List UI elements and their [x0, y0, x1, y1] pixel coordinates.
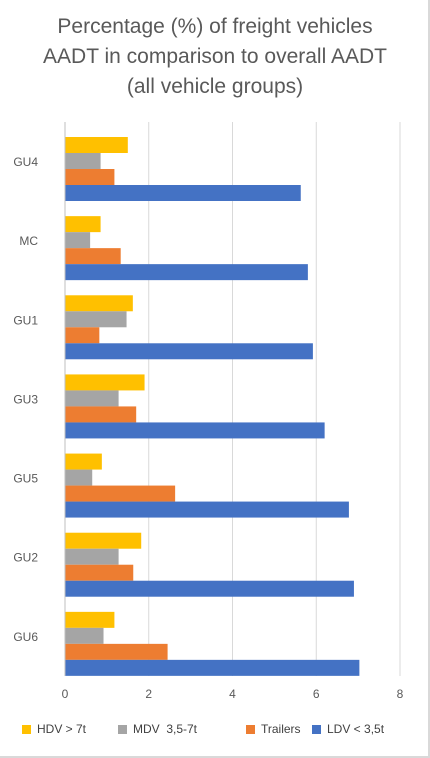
legend-item: MDV 3,5-7t — [118, 722, 197, 736]
bar-gu6-series-0 — [65, 611, 115, 628]
bar-gu2-series-3 — [65, 580, 354, 597]
legend-swatch — [118, 724, 127, 734]
bar-mc-series-1 — [65, 232, 91, 249]
category-label: GU4 — [13, 155, 38, 169]
x-tick-label: 6 — [313, 687, 320, 701]
x-tick-label: 0 — [62, 687, 69, 701]
bar-gu4-series-0 — [65, 137, 128, 153]
bar-gu1-series-3 — [65, 343, 313, 360]
legend-swatch — [312, 724, 321, 734]
bar-gu3-series-2 — [65, 406, 137, 423]
legend-label: MDV 3,5-7t — [133, 722, 198, 736]
bar-gu3-series-3 — [65, 422, 325, 439]
legend-item: Trailers — [246, 722, 301, 736]
legend-item: HDV > 7t — [22, 722, 86, 736]
category-label: GU6 — [13, 630, 38, 644]
bar-gu1-series-1 — [65, 311, 127, 328]
bar-gu5-series-2 — [65, 485, 176, 502]
bar-gu5-series-0 — [65, 453, 102, 470]
legend-swatch — [246, 724, 255, 734]
bar-gu5-series-1 — [65, 469, 93, 486]
category-label: MC — [19, 234, 38, 248]
bar-gu4-series-1 — [65, 153, 101, 169]
bar-gu1-series-0 — [65, 295, 133, 312]
bar-gu2-series-0 — [65, 532, 142, 549]
bar-gu5-series-3 — [65, 501, 349, 518]
x-tick-label: 2 — [145, 687, 152, 701]
category-label: GU3 — [13, 392, 38, 406]
bar-gu4-series-2 — [65, 169, 115, 185]
chart-title-line-1: Percentage (%) of freight vehicles — [57, 15, 373, 38]
chart-legend: HDV > 7t MDV 3,5-7t Trailers LDV < 3,5t — [22, 722, 422, 742]
bar-gu4-series-3 — [65, 185, 301, 201]
category-label: GU1 — [13, 313, 38, 327]
bar-gu6-series-1 — [65, 627, 104, 644]
category-label: GU5 — [13, 472, 38, 486]
chart-title-line-2: AADT in comparison to overall AADT — [43, 45, 387, 68]
category-label: GU2 — [13, 551, 38, 565]
legend-label: HDV > 7t — [37, 722, 87, 736]
bar-mc-series-3 — [65, 264, 308, 281]
bar-gu2-series-1 — [65, 548, 119, 565]
legend-swatch — [22, 724, 31, 734]
bar-gu6-series-3 — [65, 659, 360, 676]
bar-gu6-series-2 — [65, 643, 168, 660]
bar-gu3-series-1 — [65, 390, 119, 407]
chart-title-line-3: (all vehicle groups) — [126, 75, 304, 98]
legend-label: LDV < 3,5t — [327, 722, 385, 736]
bar-gu1-series-2 — [65, 327, 100, 344]
x-tick-label: 8 — [397, 687, 404, 701]
bar-gu3-series-0 — [65, 374, 145, 391]
bar-gu2-series-2 — [65, 564, 134, 581]
x-tick-label: 4 — [229, 687, 236, 701]
chart-title: Percentage (%) of freight vehicles AADT … — [0, 12, 430, 102]
bar-mc-series-0 — [65, 216, 101, 233]
legend-label: Trailers — [261, 722, 301, 736]
legend-item: LDV < 3,5t — [312, 722, 384, 736]
bar-mc-series-2 — [65, 248, 121, 265]
